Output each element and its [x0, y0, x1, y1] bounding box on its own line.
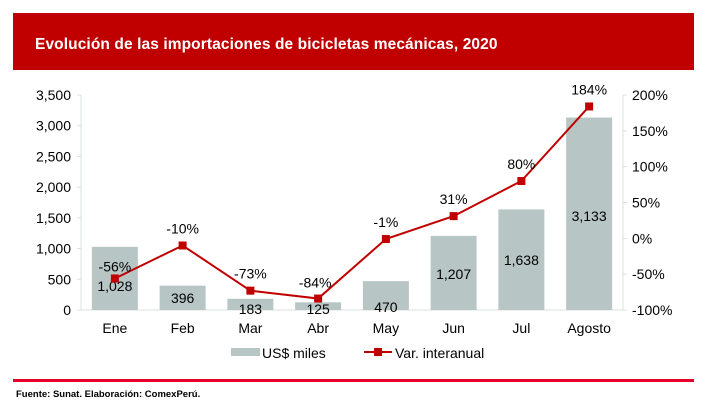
x-axis-tick-label: May [373, 320, 399, 336]
bar-value-label: 3,133 [572, 208, 607, 224]
right-axis-tick-label: 100% [632, 159, 668, 175]
left-axis-tick-label: 1,000 [36, 241, 71, 257]
line-value-label: -1% [373, 214, 398, 230]
line-marker-mar [246, 286, 255, 295]
legend-swatch-bar [231, 348, 260, 356]
bar-value-label: 1,028 [97, 278, 132, 294]
source-note: Fuente: Sunat. Elaboración: ComexPerú. [16, 389, 201, 400]
chart-title: Evolución de las importaciones de bicicl… [35, 36, 498, 53]
x-axis-tick-label: Ene [102, 320, 127, 336]
bar-value-label: 125 [306, 301, 330, 317]
line-value-label: 31% [440, 191, 468, 207]
line-var-interanual [114, 105, 590, 300]
right-axis-tick-label: 50% [632, 195, 660, 211]
right-axis-tick-label: -100% [632, 302, 672, 318]
left-axis-tick-label: 0 [63, 302, 71, 318]
line-marker-ene [110, 274, 119, 283]
bar-value-label: 183 [239, 301, 263, 317]
line-marker-may [381, 235, 390, 244]
line-marker-jun [449, 212, 458, 221]
right-axis-tick-label: 0% [632, 230, 652, 246]
x-axis-tick-label: Agosto [567, 320, 611, 336]
bar-value-label: 396 [171, 290, 195, 306]
x-axis-tick-label: Jun [442, 320, 465, 336]
legend-label-bar: US$ miles [262, 345, 326, 361]
left-axis-tick-label: 500 [48, 271, 72, 287]
line-value-label: -73% [234, 266, 267, 282]
left-axis-tick-label: 3,000 [36, 118, 71, 134]
x-axis-tick-label: Abr [307, 320, 329, 336]
bar-agosto [566, 117, 613, 311]
line-value-label: -84% [299, 275, 332, 291]
bar-feb [159, 285, 206, 310]
x-axis-tick-label: Feb [171, 320, 195, 336]
left-axis-tick-label: 2,000 [36, 179, 71, 195]
line-value-label: 80% [507, 156, 535, 172]
bar-jul [498, 209, 545, 310]
left-axis-tick-label: 1,500 [36, 210, 71, 226]
bar-mar [227, 298, 274, 310]
right-axis-tick-label: 150% [632, 123, 668, 139]
legend-swatch-marker [374, 348, 382, 356]
bar-value-label: 470 [374, 299, 398, 315]
bar-abr [295, 302, 342, 310]
bar-value-label: 1,638 [504, 252, 539, 268]
line-marker-jul [517, 177, 526, 185]
line-value-label: -10% [166, 221, 199, 237]
bar-may [362, 281, 409, 310]
line-marker-feb [178, 241, 187, 250]
bar-jun [430, 235, 477, 310]
line-value-label: 184% [571, 81, 607, 97]
line-value-label: -56% [99, 258, 132, 274]
left-axis-tick-label: 3,500 [36, 87, 71, 103]
right-axis-tick-label: -50% [632, 266, 665, 282]
line-marker-abr [314, 294, 323, 303]
line-marker-agosto [585, 102, 594, 111]
chart-header: Evolución de las importaciones de bicicl… [13, 13, 694, 70]
footer-divider [13, 379, 694, 382]
legend-label-line: Var. interanual [395, 345, 484, 361]
right-axis-tick-label: 200% [632, 87, 668, 103]
x-axis-tick-label: Mar [238, 320, 262, 336]
x-axis-tick-label: Jul [512, 320, 530, 336]
bar-value-label: 1,207 [436, 266, 471, 282]
left-axis-tick-label: 2,500 [36, 148, 71, 164]
